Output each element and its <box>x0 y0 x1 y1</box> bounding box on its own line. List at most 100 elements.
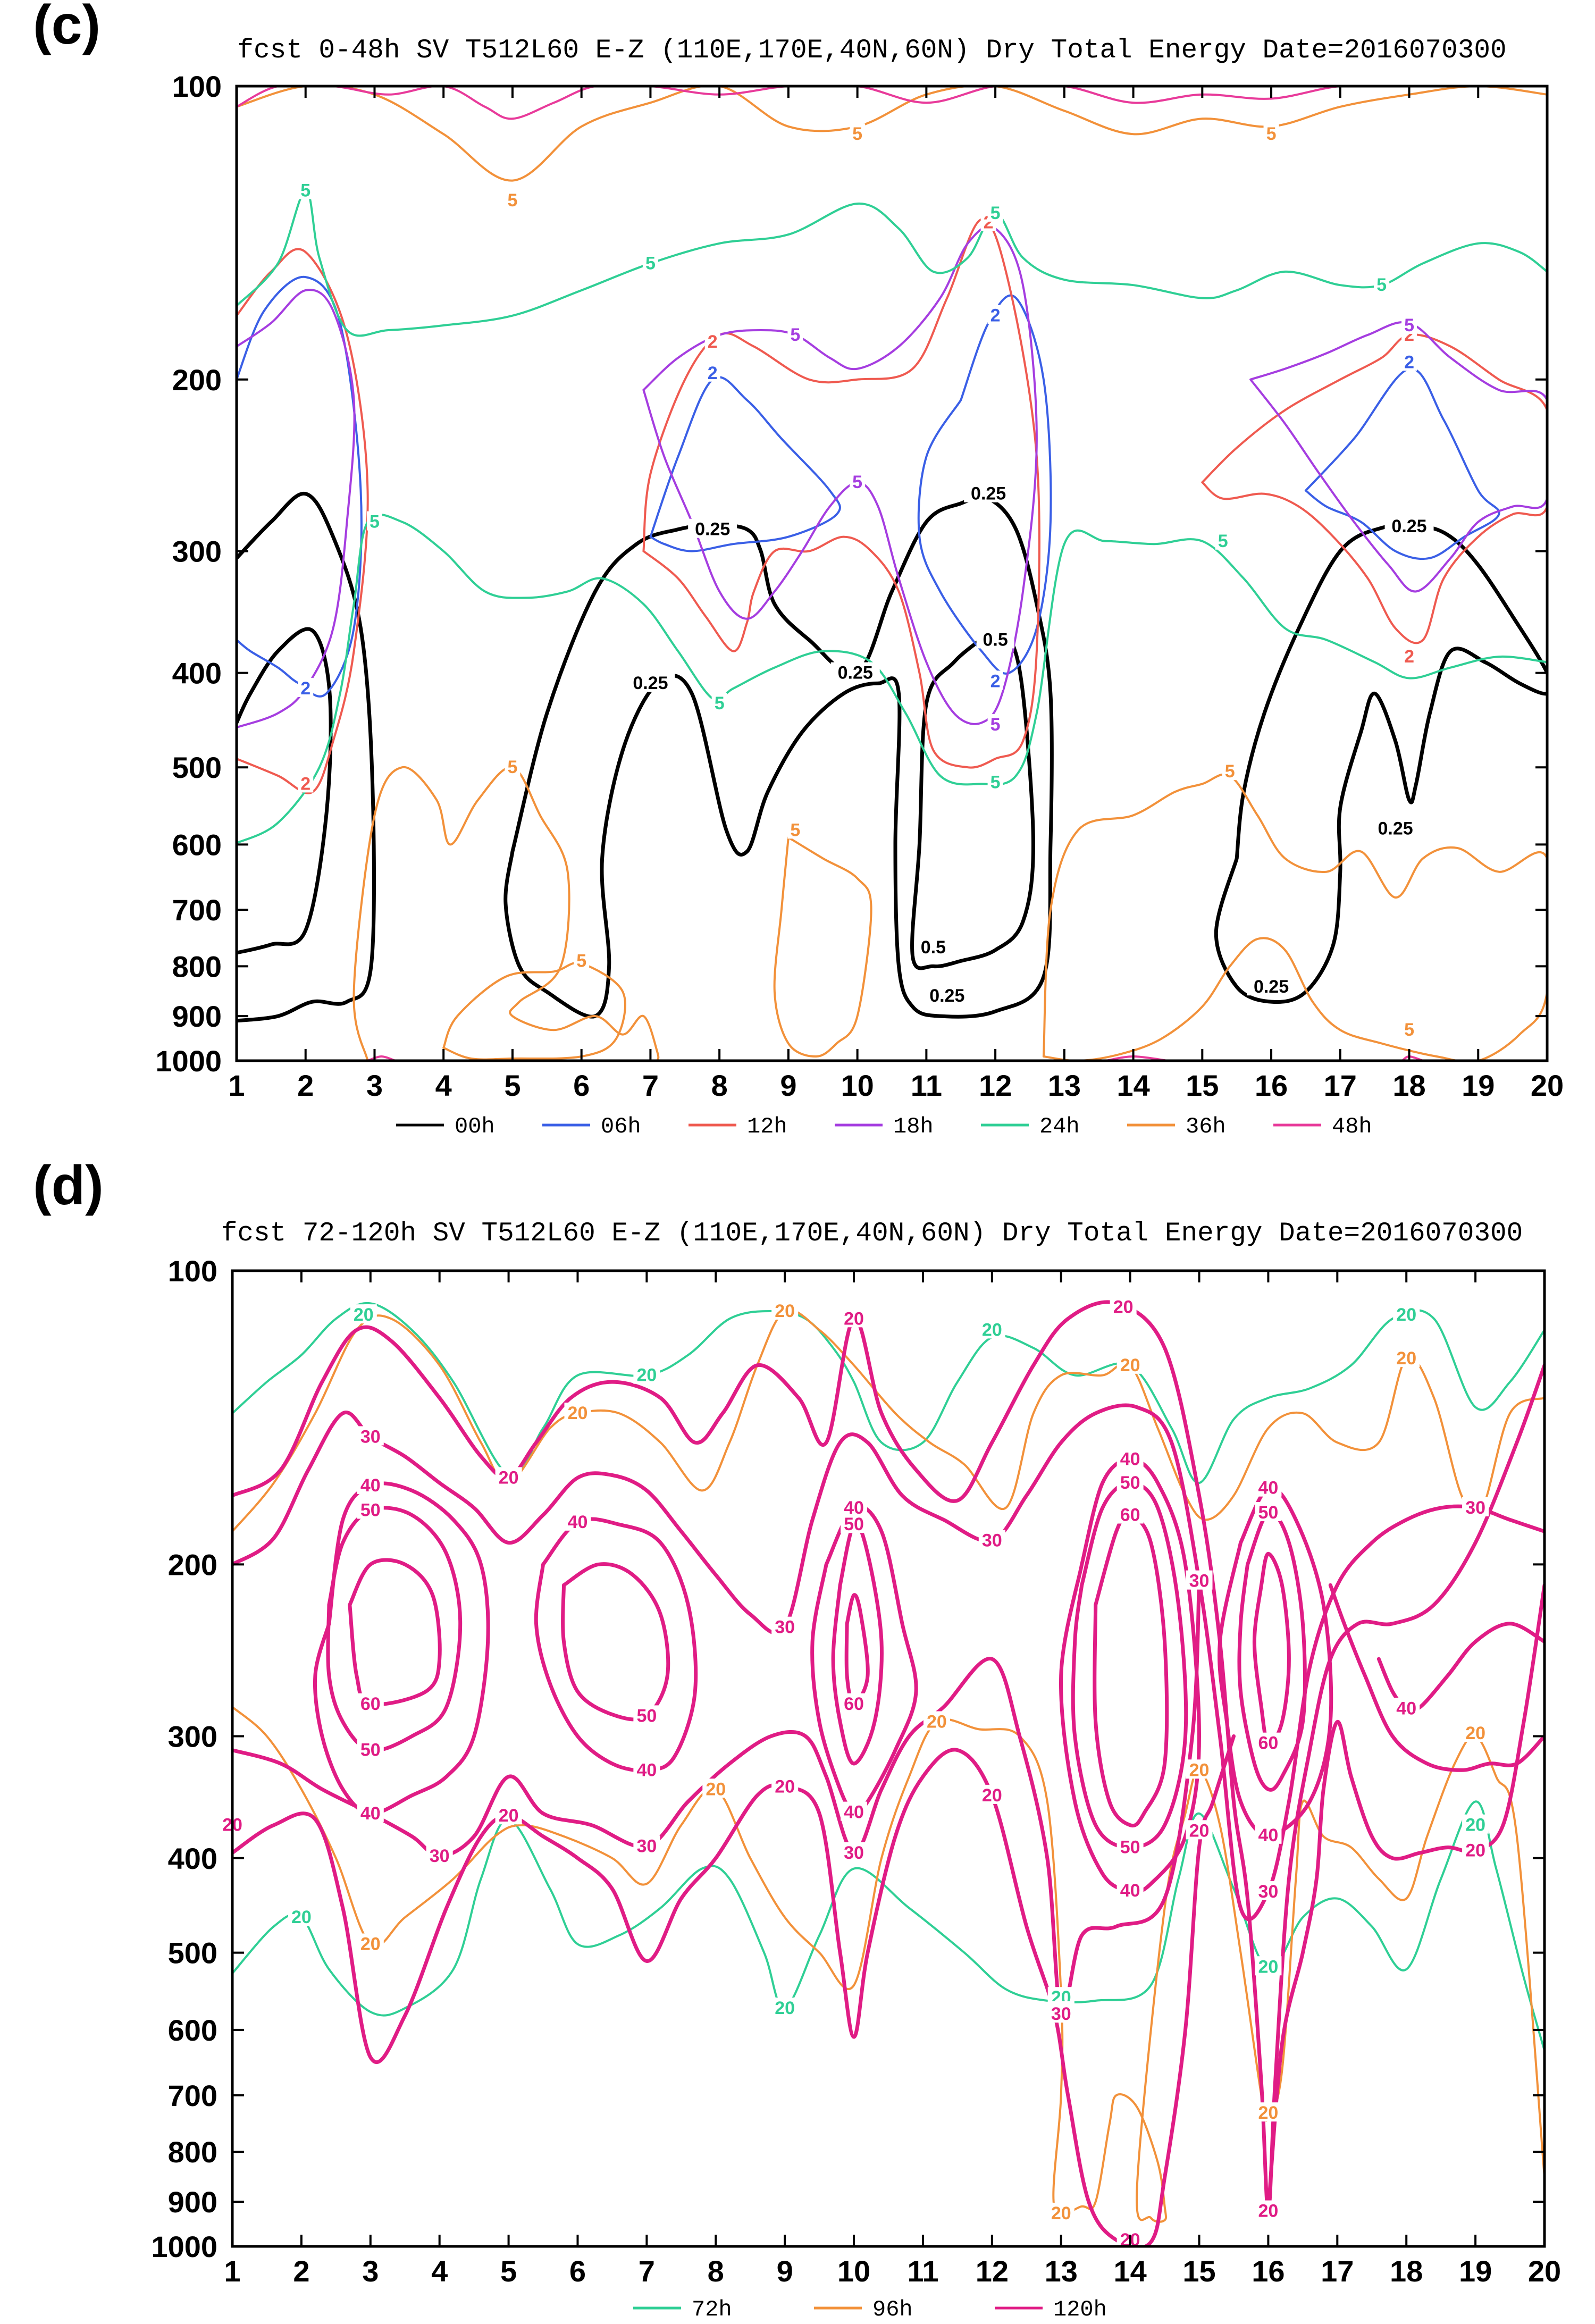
contour-label: 20 <box>1189 1760 1210 1780</box>
contour-label: 20 <box>360 1934 381 1954</box>
contour-line <box>232 1800 1544 2052</box>
contour-label: 50 <box>1258 1503 1279 1523</box>
contour-label: 30 <box>360 1427 381 1447</box>
panel-c: (c) fcst 0-48h SV T512L60 E-Z (110E,170E… <box>33 0 1564 1139</box>
y-tick-label: 600 <box>168 2013 217 2047</box>
x-tick-label: 20 <box>1528 2254 1561 2288</box>
y-tick-label: 400 <box>172 657 222 690</box>
panel-label: (d) <box>33 1155 104 1216</box>
contour-label-bg <box>350 1304 377 1324</box>
legend-item: 12h <box>689 1114 787 1139</box>
x-tick-label: 5 <box>504 1069 521 1102</box>
contour-label-bg <box>1215 530 1231 550</box>
contour-label-bg <box>964 483 1013 502</box>
contour-label: 0.25 <box>633 673 668 693</box>
contour-label-bg <box>1393 1347 1420 1367</box>
contour-line <box>534 1517 698 1773</box>
contour-label-bg <box>771 1998 799 2017</box>
contour-label: 20 <box>775 1301 795 1321</box>
contour-label-bg <box>633 1759 660 1779</box>
contour-line <box>1249 321 1547 593</box>
contour-label-bg <box>987 714 1003 733</box>
y-tick-label: 900 <box>168 2185 217 2219</box>
x-tick-label: 1 <box>228 1069 245 1102</box>
contour-label: 5 <box>790 820 800 840</box>
panel-d: (d) fcst 72-120h SV T512L60 E-Z (110E,17… <box>33 1155 1561 2322</box>
contour-label: 5 <box>990 772 1001 792</box>
contour-label: 20 <box>568 1403 588 1423</box>
contour-label: 2 <box>300 774 310 794</box>
contour-label: 2 <box>1404 647 1414 667</box>
series-12h <box>237 218 1547 794</box>
contour-line <box>237 627 333 955</box>
contour-label: 5 <box>1376 275 1387 295</box>
contour-label: 5 <box>1404 315 1414 335</box>
contour-label-bg <box>426 1845 453 1865</box>
contour-label-bg <box>1462 1814 1489 1834</box>
y-tick-label: 600 <box>172 828 222 861</box>
x-tick-label: 18 <box>1392 1069 1425 1102</box>
x-tick-label: 19 <box>1459 2254 1492 2288</box>
contour-label: 5 <box>990 715 1001 735</box>
x-tick-label: 4 <box>431 2254 448 2288</box>
x-tick-label: 7 <box>639 2254 655 2288</box>
x-tick-label: 9 <box>780 1069 796 1102</box>
contour-label: 40 <box>568 1512 588 1532</box>
contour-label: 0.25 <box>838 663 873 683</box>
x-tick-label: 9 <box>777 2254 793 2288</box>
contour-line <box>503 495 1054 1019</box>
contour-label-bg <box>1401 1019 1417 1039</box>
contour-label: 2 <box>708 363 718 383</box>
contour-label: 5 <box>300 181 310 201</box>
contour-line <box>1376 1622 1544 1713</box>
contour-label-bg <box>564 1511 591 1531</box>
legend-label: 00h <box>455 1114 495 1139</box>
contour-label-bg <box>357 1474 384 1494</box>
series-72h <box>232 1302 1544 2052</box>
x-tick-label: 17 <box>1321 2254 1354 2288</box>
contour-line <box>237 189 1547 337</box>
chart-title: fcst 72-120h SV T512L60 E-Z (110E,170E,4… <box>221 1219 1523 1249</box>
contour-label-bg <box>978 1784 1005 1804</box>
contour-line <box>232 1302 1544 1484</box>
contour-label: 20 <box>1258 2103 1279 2123</box>
contour-label: 30 <box>982 1530 1002 1550</box>
legend-label: 72h <box>692 2297 732 2322</box>
contour-label: 0.5 <box>983 630 1008 650</box>
contour-label-bg <box>1263 123 1279 143</box>
legend-item: 36h <box>1127 1114 1226 1139</box>
contour-label-bg <box>978 1530 1005 1549</box>
contour-label-bg <box>505 189 521 209</box>
contour-label: 0.25 <box>929 986 964 1006</box>
contour-label-bg <box>702 1778 729 1798</box>
contour-line <box>1252 1551 1291 1746</box>
contour-label: 0.25 <box>1391 516 1426 536</box>
contour-label: 30 <box>1189 1571 1210 1591</box>
contour-label-bg <box>1371 818 1420 837</box>
legend-label: 120h <box>1053 2297 1107 2322</box>
contour-label: 30 <box>775 1617 795 1638</box>
contour-line <box>844 1593 870 1706</box>
contour-label-bg <box>357 1426 384 1446</box>
contour-label: 30 <box>430 1846 450 1866</box>
x-tick-label: 2 <box>293 2254 309 2288</box>
contour-label-bg <box>1462 1840 1489 1859</box>
contour-label-bg <box>1116 1880 1144 1900</box>
x-tick-label: 10 <box>841 1069 874 1102</box>
contour-label: 50 <box>844 1514 864 1534</box>
contour-label-bg <box>1222 761 1238 781</box>
x-tick-label: 12 <box>979 1069 1012 1102</box>
contour-label-bg <box>987 670 1003 690</box>
x-tick-label: 15 <box>1186 1069 1219 1102</box>
legend-label: 18h <box>893 1114 934 1139</box>
contour-label-bg <box>688 518 737 538</box>
contour-label-bg <box>978 1319 1005 1339</box>
contour-label: 20 <box>775 1998 795 2018</box>
contour-label: 20 <box>1396 1348 1416 1369</box>
contour-label: 20 <box>1258 1957 1279 1977</box>
contour-label: 50 <box>1120 1838 1140 1858</box>
y-tick-label: 700 <box>168 2079 217 2112</box>
contour-label: 5 <box>507 757 517 777</box>
x-tick-label: 11 <box>907 2254 938 2288</box>
plot-area: 20 20 20 20 20 20 20 20 20 20 20 20 20 20 20 20 20 20 20 20… <box>219 1296 1544 2250</box>
